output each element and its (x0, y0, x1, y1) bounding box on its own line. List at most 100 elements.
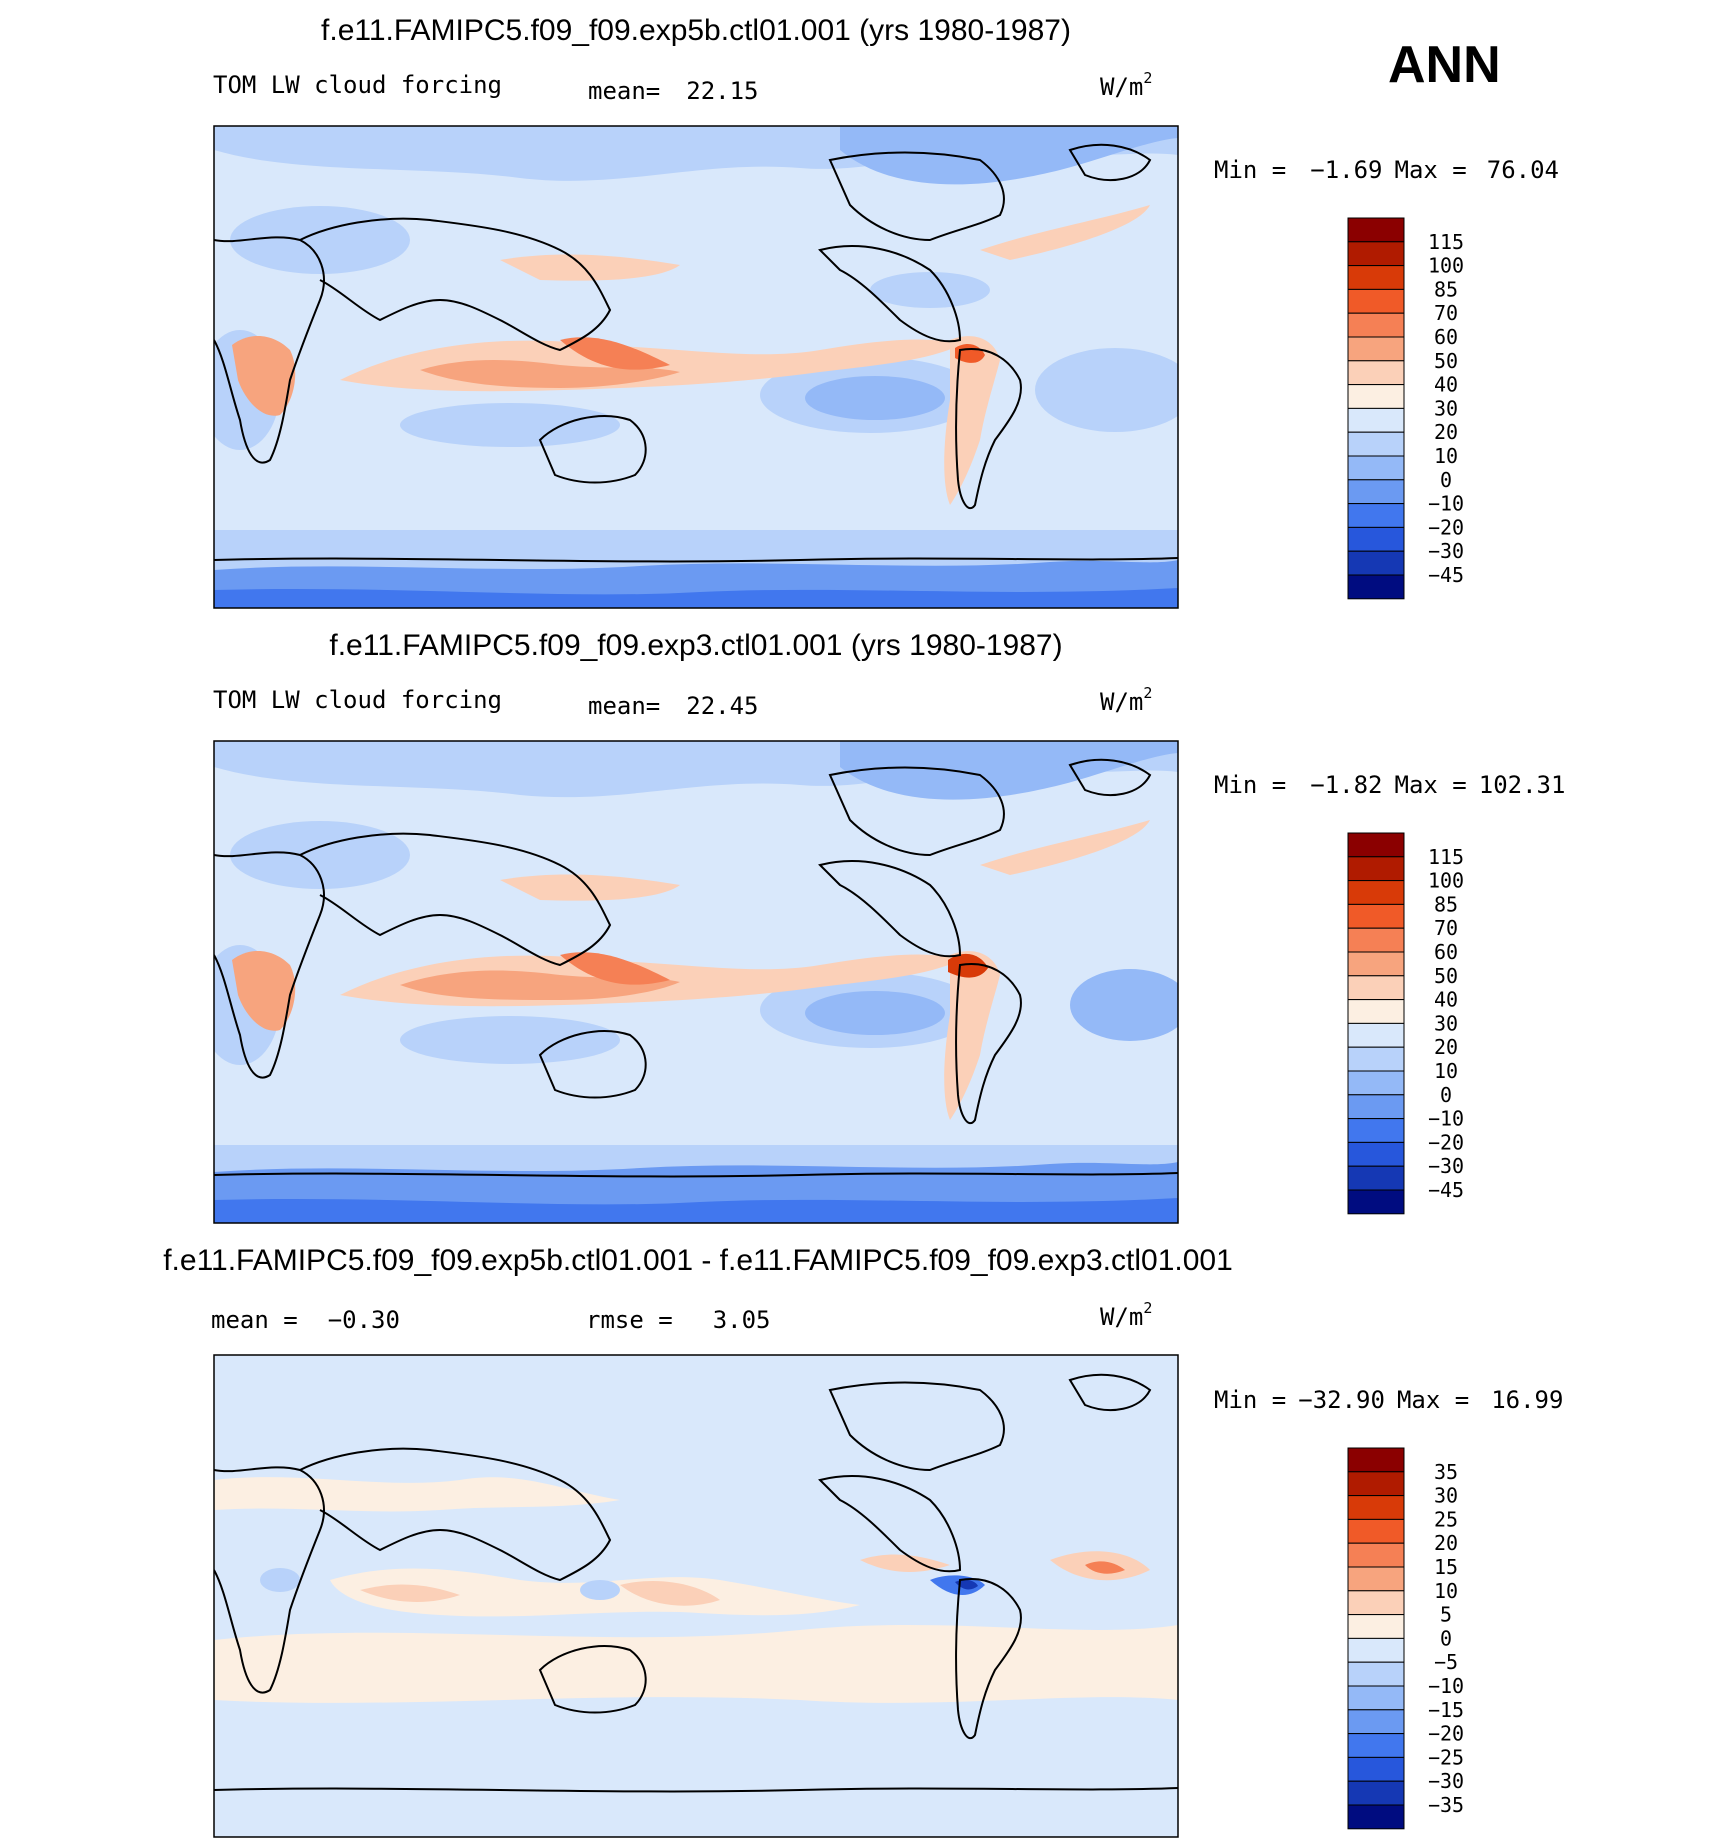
colorbar-tick-label: 30 (1434, 1011, 1458, 1035)
field-south-pacific-core (805, 376, 945, 420)
colorbar-tick-label: 70 (1434, 916, 1458, 940)
colorbar-tick-label: 25 (1434, 1507, 1458, 1531)
colorbar-tick-label: 60 (1434, 325, 1458, 349)
colorbar-cell (1347, 1141, 1405, 1167)
colorbar-tick-label: −10 (1428, 492, 1464, 516)
colorbar-cell (1347, 856, 1405, 882)
colorbar-tick-label: 35 (1434, 1460, 1458, 1484)
colorbar-cell (1347, 1637, 1405, 1663)
units-label: W/m2 (1100, 1299, 1152, 1331)
colorbar-tick-label: 0 (1440, 1083, 1452, 1107)
field-south-atlantic-low (1070, 969, 1178, 1041)
colorbar-cell (1347, 951, 1405, 977)
field-south-atlantic-low (1035, 348, 1178, 432)
field-south-indian-low (400, 1016, 620, 1064)
colorbar-tick-label: −10 (1428, 1674, 1464, 1698)
map-field (214, 741, 1178, 1223)
coastlines (214, 143, 1178, 563)
colorbar-cell (1347, 1070, 1405, 1096)
colorbar-tick-label: −5 (1434, 1650, 1458, 1674)
colorbar-tick-label: 40 (1434, 373, 1458, 397)
min-max-label: Min = −32.90 Max = 16.99 (1214, 1386, 1563, 1414)
field-antarctica-core (214, 588, 1178, 608)
season-label: ANN (1388, 36, 1501, 94)
min-max-label: Min = −1.69 Max = 76.04 (1214, 156, 1559, 184)
colorbar-cell (1347, 1804, 1405, 1830)
colorbar-cell (1347, 265, 1405, 290)
panel-title: f.e11.FAMIPC5.f09_f09.exp3.ctl01.001 (yr… (329, 629, 1062, 662)
colorbar-tick-label: 85 (1434, 892, 1458, 916)
rmse-label: rmse = 3.05 (586, 1306, 771, 1334)
field-atlantic-max (1085, 1561, 1125, 1574)
colorbar-cell (1347, 1471, 1405, 1497)
plot-frame (213, 1354, 1179, 1838)
colorbar-tick-label: −20 (1428, 1130, 1464, 1154)
colorbar-tick-label: 20 (1434, 1531, 1458, 1555)
units-label: W/m2 (1100, 684, 1152, 716)
colorbar-cell (1347, 975, 1405, 1001)
field-sahara-low (230, 821, 410, 889)
colorbar-cell (1347, 455, 1405, 481)
field-gulf-stream (980, 820, 1150, 875)
field-central-africa (232, 335, 296, 416)
map-field (214, 126, 1178, 608)
field-central-america-max (948, 953, 988, 978)
colorbar-tick-label: −15 (1428, 1698, 1464, 1722)
colorbar-cell (1347, 384, 1405, 409)
field-south-pacific-core (805, 991, 945, 1035)
panel-title: f.e11.FAMIPC5.f09_f09.exp5b.ctl01.001 (y… (321, 14, 1071, 47)
colorbar-cell (1347, 1756, 1405, 1782)
variable-label: TOM LW cloud forcing (213, 71, 502, 99)
field-indian-pos (360, 1584, 460, 1602)
colorbar-cell (1347, 360, 1405, 386)
field-southern-band (214, 1625, 1178, 1703)
colorbar-tick-label: 30 (1434, 396, 1458, 420)
field-maritime-continent (560, 337, 670, 370)
colorbar-tick-label: 60 (1434, 940, 1458, 964)
colorbar-cell (1347, 927, 1405, 953)
colorbar-cell (1347, 1518, 1405, 1544)
field-east-pacific-pos (860, 1554, 950, 1572)
mean-label: mean= 22.15 (588, 77, 759, 105)
colorbar-cell (1347, 241, 1405, 267)
field-north-band (214, 1477, 620, 1512)
colorbar-tick-label: 15 (1434, 1555, 1458, 1579)
colorbar-tick-label: 5 (1440, 1603, 1452, 1627)
colorbar-cell (1347, 479, 1405, 505)
colorbar-cell (1347, 1733, 1405, 1758)
colorbar-tick-label: −45 (1428, 563, 1464, 587)
field-south-indian-low (400, 403, 620, 447)
colorbar-tick-label: −30 (1428, 539, 1464, 563)
colorbar-cell (1347, 407, 1405, 433)
colorbar-tick-label: −10 (1428, 1107, 1464, 1131)
colorbar-cell (1347, 1780, 1405, 1806)
units-label: W/m2 (1100, 69, 1152, 101)
colorbar-cell (1347, 1165, 1405, 1191)
colorbar-tick-label: −30 (1428, 1769, 1464, 1793)
colorbar-cell (1347, 217, 1405, 243)
field-neg-patch (580, 1580, 620, 1600)
colorbar-tick-label: −35 (1428, 1793, 1464, 1817)
colorbar-tick-label: 70 (1434, 301, 1458, 325)
colorbar-tick-label: 100 (1428, 869, 1464, 893)
colorbar-cell (1347, 1022, 1405, 1048)
colorbar-cell (1347, 832, 1405, 858)
plot-frame (213, 125, 1179, 609)
field-gulf-stream (980, 205, 1150, 260)
colorbar-cell (1347, 1189, 1405, 1215)
panel-title: f.e11.FAMIPC5.f09_f09.exp5b.ctl01.001 - … (163, 1244, 1233, 1277)
field-east-asia (500, 874, 680, 901)
colorbar-tick-label: −45 (1428, 1178, 1464, 1202)
colorbar-tick-label: 10 (1434, 1579, 1458, 1603)
field-north-america-low (840, 741, 1178, 800)
coastlines (214, 758, 1178, 1178)
field-north-america-low (840, 126, 1178, 185)
colorbar-cell (1347, 503, 1405, 528)
colorbar-tick-label: 50 (1434, 349, 1458, 373)
colorbar-tick-label: 30 (1434, 1484, 1458, 1508)
colorbar-cell (1347, 1046, 1405, 1072)
colorbar-cell (1347, 1447, 1405, 1473)
